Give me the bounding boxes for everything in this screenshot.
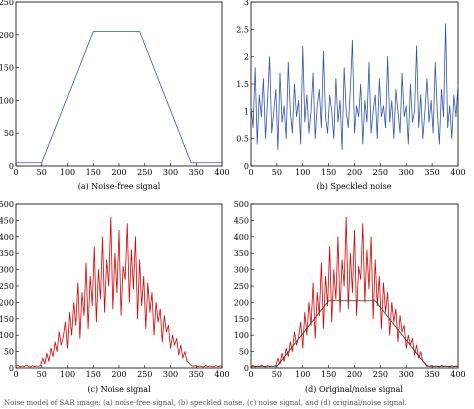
panel-b-xtick-label-4: 200 xyxy=(347,168,362,177)
panel-d-caption: (d) Original/noise signal xyxy=(305,385,403,394)
panel-d-xtick-label-4: 200 xyxy=(347,370,362,379)
panel-d-xtick-label-6: 300 xyxy=(399,370,414,379)
panel-d-ytick-label-4: 200 xyxy=(234,298,249,307)
panel-d-xtick-label-2: 100 xyxy=(295,370,310,379)
panel-a-frame xyxy=(15,1,223,167)
panel-b-ytick-label-4: 2 xyxy=(244,53,249,62)
panel-a-xtick-label-8: 400 xyxy=(214,168,229,177)
panel-a-xtick-label-5: 250 xyxy=(137,168,152,177)
panel-b-ytick-label-3: 1.5 xyxy=(236,80,249,89)
panel-a-ytick-label-3: 150 xyxy=(0,64,14,73)
panel-d-ytick-label-6: 300 xyxy=(234,266,249,275)
panel-c-series-line-0 xyxy=(15,216,223,368)
panel-c-caption: (c) Noise signal xyxy=(87,385,151,394)
panel-d-ytick-label-9: 450 xyxy=(234,216,249,225)
panel-c-series xyxy=(15,216,223,368)
panel-d-ytick-label-2: 100 xyxy=(234,331,249,340)
panel-c-xtick-label-3: 150 xyxy=(86,370,101,379)
panel-c-ytick-label-3: 150 xyxy=(0,315,14,324)
panel-d-xtick-label-3: 150 xyxy=(321,370,336,379)
panel-a-ytick-label-4: 200 xyxy=(0,31,14,40)
panel-d: 0 50 100 150 200 250 300 350 400 0 50 100 150 200 250 3… xyxy=(234,200,466,394)
panel-a-series xyxy=(16,31,222,164)
panel-c-ytick-label-2: 100 xyxy=(0,331,14,340)
panel-d-frame xyxy=(250,203,459,369)
panel-c-ytick-label-0: 0 xyxy=(9,364,14,373)
panel-d-xtick-label-5: 250 xyxy=(373,370,388,379)
panel-d-ytick-label-1: 50 xyxy=(239,348,249,357)
panel-c-ticks: 0 50 100 150 200 250 300 350 400 0 50 100 150 200 250 3… xyxy=(0,200,230,379)
panel-d-ytick-label-5: 250 xyxy=(234,282,249,291)
panel-d-series xyxy=(250,216,459,368)
panel-b-series-line-0 xyxy=(250,23,459,151)
panel-a-xtick-label-4: 200 xyxy=(111,168,126,177)
panel-d-ytick-label-3: 150 xyxy=(234,315,249,324)
panel-d-xtick-label-7: 350 xyxy=(424,370,439,379)
panel-b-ytick-label-6: 3 xyxy=(244,0,249,7)
panel-d-ytick-label-0: 0 xyxy=(244,364,249,373)
panel-d-ticks: 0 50 100 150 200 250 300 350 400 0 50 100 150 200 250 3… xyxy=(234,200,466,379)
panel-a-xtick-label-1: 50 xyxy=(37,168,47,177)
panel-c-ytick-label-5: 250 xyxy=(0,282,14,291)
panel-b-xtick-label-7: 350 xyxy=(424,168,439,177)
panel-b-xtick-label-3: 150 xyxy=(321,168,336,177)
panel-b-ticks: 0 50 100 150 200 250 300 350 400 0 0.5 1 1.5 2 2.5 3 xyxy=(236,0,465,177)
panel-d-series-line-1 xyxy=(251,300,458,367)
panel-a-xtick-label-3: 150 xyxy=(86,168,101,177)
panel-c-ytick-label-10: 500 xyxy=(0,200,14,209)
panel-b-caption: (b) Speckled noise xyxy=(317,182,392,191)
panel-c-xtick-label-1: 50 xyxy=(37,370,47,379)
panel-c-xtick-label-7: 350 xyxy=(189,370,204,379)
panel-d-xtick-label-8: 400 xyxy=(450,370,465,379)
panel-d-xtick-label-0: 0 xyxy=(248,370,253,379)
panel-b-ytick-label-5: 2.5 xyxy=(236,25,249,34)
panel-a: 0 50 100 150 200 250 300 350 400050100150200250 … xyxy=(0,0,230,191)
panel-c-ytick-label-6: 300 xyxy=(0,266,14,275)
panel-a-ytick-label-5: 250 xyxy=(0,0,14,7)
panel-b-ytick-label-1: 0.5 xyxy=(236,135,249,144)
panel-b-xtick-label-8: 400 xyxy=(450,168,465,177)
panel-d-ytick-label-8: 400 xyxy=(234,233,249,242)
panel-c-xtick-label-8: 400 xyxy=(214,370,229,379)
panel-c-xtick-label-2: 100 xyxy=(60,370,75,379)
panel-d-ytick-label-7: 350 xyxy=(234,249,249,258)
panel-b-xtick-label-0: 0 xyxy=(248,168,253,177)
panel-b-xtick-label-1: 50 xyxy=(272,168,282,177)
panel-c-ytick-label-9: 450 xyxy=(0,216,14,225)
panel-d-series-line-0 xyxy=(250,216,459,368)
panel-c-xtick-label-4: 200 xyxy=(111,370,126,379)
panel-b-xtick-label-5: 250 xyxy=(373,168,388,177)
panel-c-ytick-label-7: 350 xyxy=(0,249,14,258)
panel-b-xtick-label-6: 300 xyxy=(399,168,414,177)
panel-a-ytick-label-0: 0 xyxy=(9,162,14,171)
panel-d-ytick-label-10: 500 xyxy=(234,200,249,209)
panel-a-series-line-0 xyxy=(16,31,222,164)
panel-a-ytick-label-2: 100 xyxy=(0,96,14,105)
panel-c-ytick-label-4: 200 xyxy=(0,298,14,307)
panel-c-ytick-label-8: 400 xyxy=(0,233,14,242)
panel-a-ytick-label-1: 50 xyxy=(4,129,14,138)
panel-a-ticks: 0 50 100 150 200 250 300 350 400 0 50 100 150 200 250 xyxy=(0,0,230,177)
panel-c: 0 50 100 150 200 250 300 350 400 0 50 100 150 200 250 3… xyxy=(0,200,230,394)
panel-b: 0 50 100 150 200 250 300 350 400 0 0.5 1 1.5 2 2.5 3 (b… xyxy=(236,0,465,191)
panel-a-xtick-label-0: 0 xyxy=(13,168,18,177)
panel-c-ytick-label-1: 50 xyxy=(4,348,14,357)
panel-c-xtick-label-0: 0 xyxy=(13,370,18,379)
panel-a-caption: (a) Noise-free signal xyxy=(78,182,161,191)
panel-c-frame xyxy=(15,203,223,369)
panel-d-xtick-label-1: 50 xyxy=(272,370,282,379)
panel-a-xtick-label-7: 350 xyxy=(189,168,204,177)
figure-footer: Noise model of SAR image: (a) noise-free… xyxy=(4,399,407,407)
panel-a-xtick-label-6: 300 xyxy=(163,168,178,177)
panel-b-ytick-label-2: 1 xyxy=(244,107,249,116)
panel-b-ytick-label-0: 0 xyxy=(244,162,249,171)
panel-c-xtick-label-6: 300 xyxy=(163,370,178,379)
panel-a-xtick-label-2: 100 xyxy=(60,168,75,177)
panel-c-xtick-label-5: 250 xyxy=(137,370,152,379)
panel-b-series xyxy=(250,23,459,151)
panel-b-xtick-label-2: 100 xyxy=(295,168,310,177)
